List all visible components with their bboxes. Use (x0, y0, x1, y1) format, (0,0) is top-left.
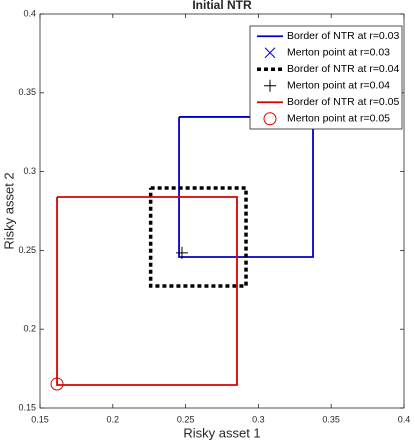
y-tick-label: 0.2 (23, 324, 36, 334)
x-tick-label: 0.4 (398, 414, 411, 424)
x-tick-label: 0.25 (177, 414, 195, 424)
y-tick-label: 0.35 (18, 87, 36, 97)
chart-title: Initial NTR (192, 0, 252, 12)
x-tick-label: 0.15 (31, 414, 49, 424)
legend-label: Border of NTR at r=0.04 (287, 63, 400, 75)
legend-box (249, 25, 403, 130)
y-tick-label: 0.3 (23, 166, 36, 176)
x-tick-label: 0.2 (107, 414, 120, 424)
legend-label: Border of NTR at r=0.05 (287, 96, 400, 108)
x-tick-label: 0.35 (322, 414, 340, 424)
legend-marker (264, 47, 276, 59)
y-tick-label: 0.4 (23, 8, 36, 18)
legend-label: Merton point at r=0.05 (287, 113, 390, 125)
x-axis-label: Risky asset 1 (183, 425, 260, 440)
legend-label: Merton point at r=0.03 (287, 47, 390, 59)
data-point (50, 377, 64, 391)
legend-marker (264, 79, 276, 92)
legend-marker (263, 112, 277, 126)
y-tick-label: 0.25 (18, 245, 36, 255)
y-axis-label: Risky asset 2 (1, 172, 16, 249)
legend-label: Merton point at r=0.04 (287, 80, 390, 92)
series-line (56, 196, 238, 386)
y-tick-label: 0.15 (18, 402, 36, 412)
legend-label: Border of NTR at r=0.03 (287, 30, 400, 42)
x-tick-label: 0.3 (252, 414, 265, 424)
data-point (175, 246, 188, 259)
series-line (148, 186, 248, 288)
